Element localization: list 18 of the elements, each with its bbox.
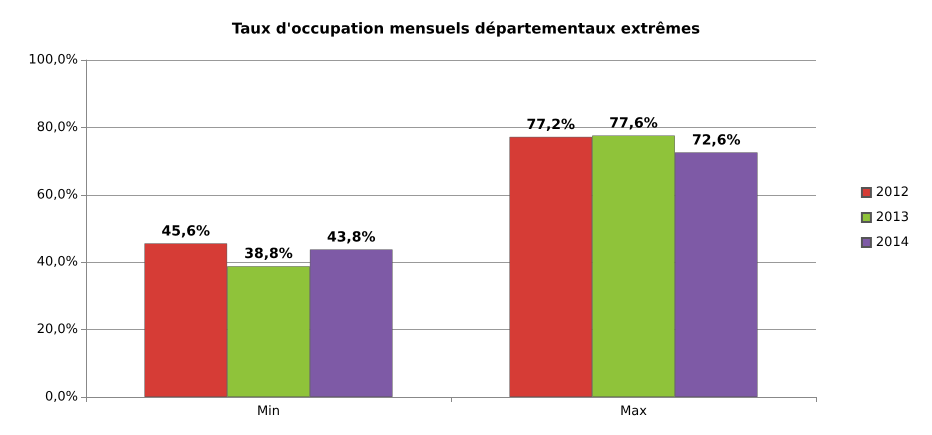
y-tick-label: 0,0% — [44, 390, 78, 404]
legend-label: 2013 — [876, 210, 910, 225]
data-label: 38,8% — [244, 246, 293, 262]
y-tick-label: 80,0% — [36, 120, 78, 135]
y-tick-label: 20,0% — [36, 322, 78, 338]
y-tick-label: 40,0% — [36, 254, 78, 270]
data-label: 77,6% — [609, 115, 658, 132]
data-label: 45,6% — [161, 223, 210, 240]
chart-title: Taux d'occupation mensuels départementaux extrêmes — [232, 20, 700, 38]
data-label: 43,8% — [326, 229, 376, 246]
data-label: 72,6% — [692, 132, 741, 148]
x-tick-label: Max — [620, 404, 648, 419]
y-tick-label: 60,0% — [36, 187, 78, 202]
y-tick-label: 100,0% — [28, 52, 78, 68]
legend-label: 2012 — [876, 185, 910, 200]
legend-label: 2014 — [876, 235, 910, 250]
x-tick-label: Min — [256, 404, 280, 419]
data-label: 77,2% — [526, 116, 576, 133]
